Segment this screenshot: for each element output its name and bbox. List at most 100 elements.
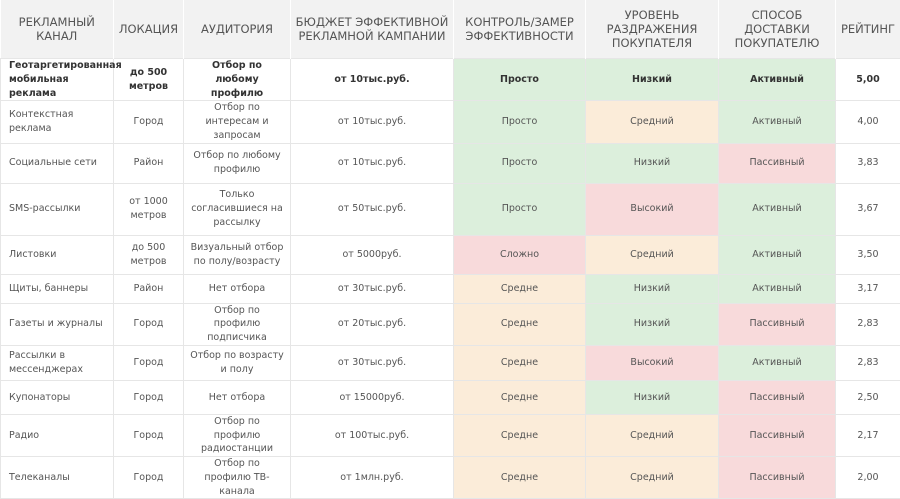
table-cell: Контекстная реклама bbox=[1, 101, 114, 143]
table-cell: 2,17 bbox=[836, 414, 900, 456]
table-cell: Средне bbox=[454, 414, 586, 456]
table-cell: Щиты, баннеры bbox=[1, 274, 114, 303]
table-cell: Низкий bbox=[586, 303, 719, 345]
table-cell: от 15000руб. bbox=[291, 380, 454, 414]
table-cell: Город bbox=[114, 457, 184, 499]
table-cell: 2,00 bbox=[836, 457, 900, 499]
table-cell: от 50тыс.руб. bbox=[291, 183, 454, 235]
table-cell: Только согласившиеся на рассылку bbox=[184, 183, 291, 235]
table-cell: Просто bbox=[454, 143, 586, 183]
table-cell: Высокий bbox=[586, 183, 719, 235]
table-cell: 3,67 bbox=[836, 183, 900, 235]
table-cell: 3,83 bbox=[836, 143, 900, 183]
column-header: БЮДЖЕТ ЭФФЕКТИВНОЙ РЕКЛАМНОЙ КАМПАНИИ bbox=[291, 0, 454, 59]
table-cell: Средний bbox=[586, 235, 719, 274]
table-cell: Низкий bbox=[586, 274, 719, 303]
table-cell: от 10тыс.руб. bbox=[291, 101, 454, 143]
table-cell: от 30тыс.руб. bbox=[291, 274, 454, 303]
table-cell: до 500 метров bbox=[114, 59, 184, 101]
table-cell: Средний bbox=[586, 101, 719, 143]
table-cell: Город bbox=[114, 380, 184, 414]
table-cell: Нет отбора bbox=[184, 380, 291, 414]
table-cell: от 1000 метров bbox=[114, 183, 184, 235]
table-cell: Средний bbox=[586, 457, 719, 499]
table-cell: Просто bbox=[454, 59, 586, 101]
table-cell: Радио bbox=[1, 414, 114, 456]
column-header: КОНТРОЛЬ/ЗАМЕР ЭФФЕКТИВНОСТИ bbox=[454, 0, 586, 59]
table-cell: Просто bbox=[454, 183, 586, 235]
column-header: ЛОКАЦИЯ bbox=[114, 0, 184, 59]
table-cell: от 30тыс.руб. bbox=[291, 345, 454, 380]
table-cell: Средне bbox=[454, 380, 586, 414]
table-cell: Активный bbox=[719, 59, 836, 101]
table-cell: Отбор по возрасту и полу bbox=[184, 345, 291, 380]
table-cell: Низкий bbox=[586, 59, 719, 101]
table-cell: Рассылки в мессенджерах bbox=[1, 345, 114, 380]
table-cell: Визуальный отбор по полу/возрасту bbox=[184, 235, 291, 274]
table-cell: Социальные сети bbox=[1, 143, 114, 183]
table-cell: Город bbox=[114, 345, 184, 380]
table-cell: Отбор по интересам и запросам bbox=[184, 101, 291, 143]
table-cell: Пассивный bbox=[719, 414, 836, 456]
table-cell: Активный bbox=[719, 235, 836, 274]
table-cell: Низкий bbox=[586, 380, 719, 414]
table-cell: Отбор по любому профилю bbox=[184, 59, 291, 101]
table-cell: Активный bbox=[719, 101, 836, 143]
table-cell: Купонаторы bbox=[1, 380, 114, 414]
table-cell: 2,50 bbox=[836, 380, 900, 414]
column-header: РЕЙТИНГ bbox=[836, 0, 900, 59]
table-cell: Отбор по любому профилю bbox=[184, 143, 291, 183]
table-cell: Просто bbox=[454, 101, 586, 143]
table-cell: Телеканалы bbox=[1, 457, 114, 499]
table-cell: 5,00 bbox=[836, 59, 900, 101]
table-cell: от 10тыс.руб. bbox=[291, 59, 454, 101]
table-cell: Средне bbox=[454, 303, 586, 345]
table-cell: Геотаргетированная мобильная реклама bbox=[1, 59, 114, 101]
column-header: РЕКЛАМНЫЙ КАНАЛ bbox=[1, 0, 114, 59]
table-cell: Пассивный bbox=[719, 143, 836, 183]
table-cell: Высокий bbox=[586, 345, 719, 380]
table-cell: Город bbox=[114, 414, 184, 456]
table-cell: Активный bbox=[719, 274, 836, 303]
table-cell: 3,17 bbox=[836, 274, 900, 303]
table-cell: Пассивный bbox=[719, 303, 836, 345]
table-cell: Сложно bbox=[454, 235, 586, 274]
table-cell: Район bbox=[114, 274, 184, 303]
table-cell: от 5000руб. bbox=[291, 235, 454, 274]
table-cell: Район bbox=[114, 143, 184, 183]
table-cell: от 1млн.руб. bbox=[291, 457, 454, 499]
column-header: СПОСОБ ДОСТАВКИ ПОКУПАТЕЛЮ bbox=[719, 0, 836, 59]
table-cell: Средне bbox=[454, 457, 586, 499]
table-cell: Город bbox=[114, 303, 184, 345]
table-cell: Листовки bbox=[1, 235, 114, 274]
column-header: АУДИТОРИЯ bbox=[184, 0, 291, 59]
table-cell: 2,83 bbox=[836, 303, 900, 345]
table-cell: Газеты и журналы bbox=[1, 303, 114, 345]
table-cell: до 500 метров bbox=[114, 235, 184, 274]
table-cell: от 10тыс.руб. bbox=[291, 143, 454, 183]
table-cell: Пассивный bbox=[719, 457, 836, 499]
table-cell: Активный bbox=[719, 345, 836, 380]
table-cell: SMS-рассылки bbox=[1, 183, 114, 235]
table-cell: Нет отбора bbox=[184, 274, 291, 303]
table-cell: Низкий bbox=[586, 143, 719, 183]
table-cell: Средне bbox=[454, 345, 586, 380]
table-cell: Средний bbox=[586, 414, 719, 456]
table-cell: Активный bbox=[719, 183, 836, 235]
table-cell: Пассивный bbox=[719, 380, 836, 414]
table-cell: от 100тыс.руб. bbox=[291, 414, 454, 456]
